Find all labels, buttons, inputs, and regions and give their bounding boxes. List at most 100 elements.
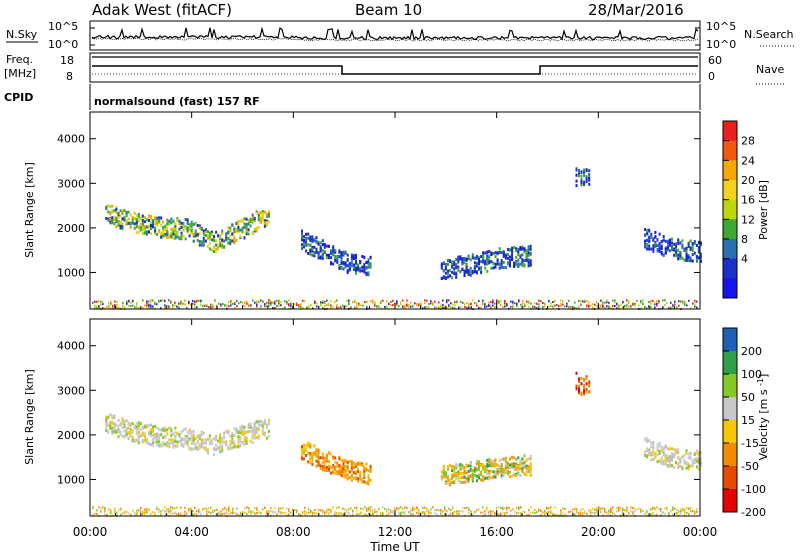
- echo-cell: [211, 248, 213, 252]
- scatter-cell: [390, 301, 392, 303]
- scatter-cell: [382, 299, 384, 302]
- echo-cell: [137, 225, 140, 229]
- echo-cell: [648, 235, 651, 239]
- echo-cell: [697, 256, 700, 260]
- echo-cell: [133, 226, 136, 230]
- scatter-cell: [136, 305, 138, 308]
- echo-cell: [137, 436, 140, 440]
- echo-cell: [176, 440, 179, 444]
- scatter-cell: [320, 509, 322, 512]
- scatter-cell: [176, 305, 178, 308]
- echo-cell: [231, 434, 234, 438]
- echo-cell: [511, 254, 514, 258]
- echo-cell: [150, 224, 152, 227]
- echo-cell: [125, 214, 128, 218]
- echo-cell: [129, 213, 132, 217]
- echo-cell: [105, 417, 108, 421]
- echo-cell: [342, 465, 345, 469]
- scatter-cell: [136, 301, 138, 304]
- echo-cell: [243, 217, 246, 221]
- scatter-cell: [148, 304, 150, 307]
- echo-cell: [323, 245, 326, 249]
- echo-cell: [190, 438, 193, 442]
- scatter-cell: [366, 300, 368, 303]
- echo-cell: [367, 481, 370, 485]
- scatter-cell: [228, 301, 230, 303]
- echo-cell: [677, 257, 680, 261]
- echo-cell: [231, 438, 234, 441]
- echo-cell: [190, 435, 193, 439]
- scatter-cell: [616, 510, 618, 513]
- echo-cell: [311, 238, 314, 242]
- scatter-cell: [210, 512, 212, 515]
- echo-cell: [125, 434, 128, 438]
- echo-cell: [188, 225, 191, 229]
- scatter-cell: [132, 301, 134, 304]
- echo-cell: [184, 436, 187, 440]
- scatter-cell: [362, 508, 364, 511]
- echo-cell: [139, 422, 142, 426]
- echo-cell: [249, 220, 252, 224]
- colorbar-segment: [723, 219, 737, 240]
- echo-cell: [660, 457, 663, 461]
- echo-cell: [480, 473, 483, 476]
- echo-cell: [500, 261, 503, 265]
- echo-cell: [141, 425, 144, 429]
- scatter-cell: [680, 512, 682, 515]
- echo-cell: [467, 269, 470, 273]
- echo-cell: [515, 249, 518, 253]
- echo-cell: [346, 460, 349, 464]
- echo-cell: [697, 248, 700, 252]
- scatter-cell: [694, 511, 696, 514]
- scatter-cell: [442, 299, 444, 302]
- scatter-cell: [196, 301, 198, 303]
- scatter-cell: [696, 507, 698, 510]
- echo-cell: [496, 463, 499, 467]
- echo-cell: [263, 419, 266, 423]
- scatter-cell: [476, 304, 478, 307]
- echo-cell: [654, 242, 657, 246]
- echo-cell: [482, 254, 485, 258]
- scatter-cell: [320, 304, 322, 307]
- echo-cell: [131, 221, 134, 225]
- scatter-cell: [344, 513, 346, 516]
- echo-cell: [164, 435, 167, 439]
- scatter-cell: [458, 306, 460, 309]
- echo-cell: [664, 456, 667, 460]
- scatter-cell: [458, 510, 460, 513]
- echo-cell: [681, 245, 684, 249]
- scatter-cell: [104, 506, 106, 509]
- scatter-cell: [550, 510, 552, 513]
- scatter-cell: [266, 301, 268, 304]
- echo-cell: [182, 224, 185, 228]
- echo-cell: [469, 273, 472, 277]
- echo-cell: [455, 476, 458, 480]
- echo-cell: [137, 421, 140, 425]
- echo-cell: [170, 217, 173, 221]
- echo-cell: [529, 462, 532, 466]
- echo-cell: [321, 239, 324, 243]
- scatter-cell: [444, 508, 446, 511]
- echo-cell: [229, 439, 232, 443]
- scatter-cell: [394, 507, 396, 510]
- echo-cell: [105, 217, 108, 220]
- echo-cell: [174, 222, 177, 226]
- echo-cell: [521, 258, 524, 262]
- echo-cell: [457, 260, 460, 264]
- x-tick-label: 04:00: [174, 525, 209, 539]
- echo-cell: [357, 267, 360, 271]
- scatter-cell: [452, 303, 454, 306]
- echo-cell: [257, 422, 260, 426]
- echo-cell: [461, 465, 464, 469]
- scatter-cell: [692, 510, 694, 512]
- scatter-cell: [516, 506, 518, 509]
- echo-cell: [221, 244, 224, 248]
- echo-cell: [529, 259, 532, 263]
- scatter-cell: [546, 507, 548, 510]
- echo-cell: [527, 248, 530, 252]
- scatter-cell: [278, 507, 280, 510]
- scatter-cell: [466, 302, 468, 305]
- scatter-cell: [164, 509, 166, 512]
- scatter-cell: [268, 304, 270, 307]
